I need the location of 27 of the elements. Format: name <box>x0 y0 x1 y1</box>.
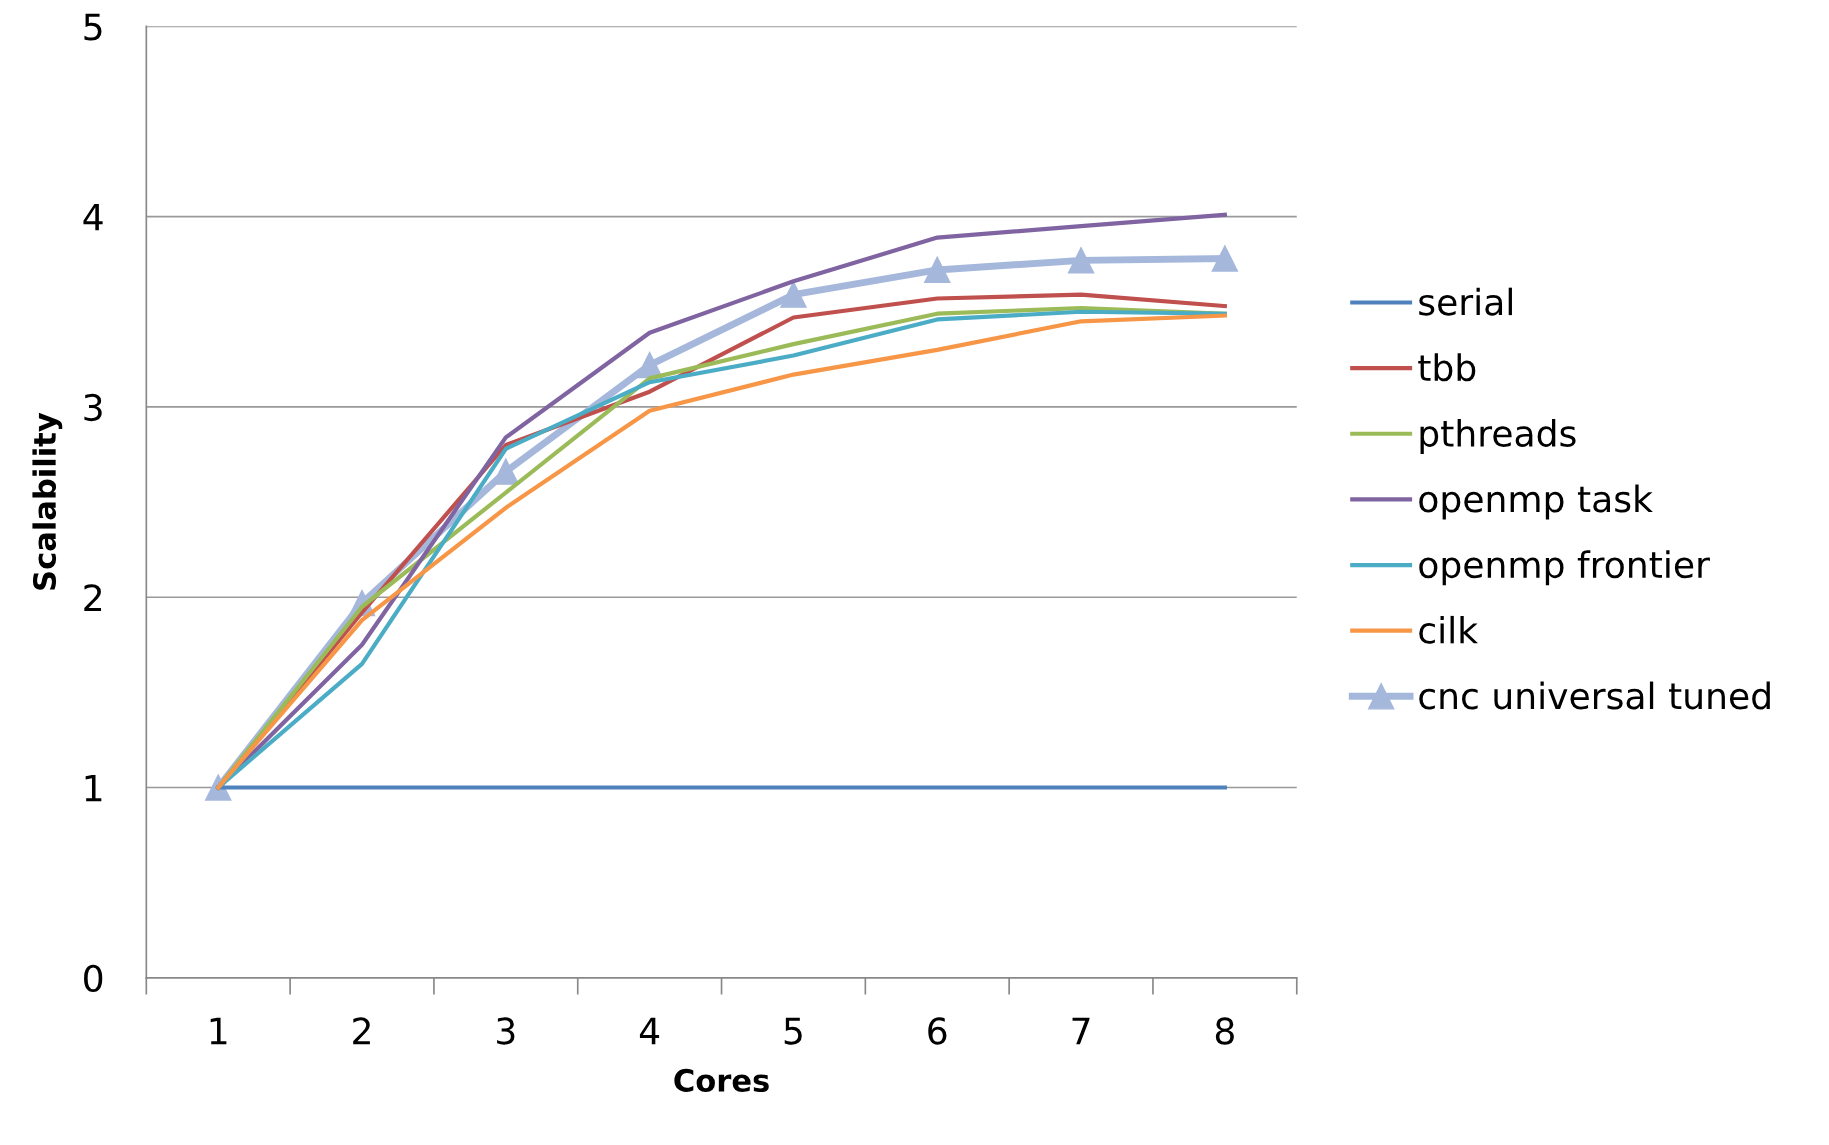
x-tick-label: 5 <box>784 1017 802 1045</box>
legend-label: cnc universal tuned <box>1419 681 1770 710</box>
legend-label: cilk <box>1419 615 1478 644</box>
point <box>780 281 807 308</box>
point <box>924 256 951 284</box>
x-axis-title: Cores <box>674 1068 769 1092</box>
x-tick-label: 8 <box>1215 1017 1234 1045</box>
x-tick-label: 4 <box>639 1017 660 1045</box>
legend-label: pthreads <box>1420 418 1576 454</box>
x-tick-label: 6 <box>928 1017 947 1045</box>
y-axis-title: Scalability <box>32 412 63 590</box>
point <box>1067 247 1095 274</box>
legend-label: openmp frontier <box>1419 550 1710 586</box>
y-tick-label: 5 <box>84 13 102 41</box>
x-tick-label: 2 <box>353 1017 370 1045</box>
legend-label: serial <box>1419 287 1512 316</box>
x-tick-label: 1 <box>210 1017 227 1045</box>
legend-label: openmp task <box>1419 484 1653 520</box>
x-tick-label: 7 <box>1072 1017 1090 1045</box>
x-tick-label: 3 <box>497 1017 515 1045</box>
y-tick-label: 4 <box>83 204 103 231</box>
y-tick-label: 2 <box>84 584 102 611</box>
legend-label: tbb <box>1418 353 1476 382</box>
y-tick-label: 0 <box>84 964 103 993</box>
y-tick-label: 3 <box>84 393 102 422</box>
y-tick-label: 1 <box>85 774 102 802</box>
point <box>1211 245 1239 272</box>
